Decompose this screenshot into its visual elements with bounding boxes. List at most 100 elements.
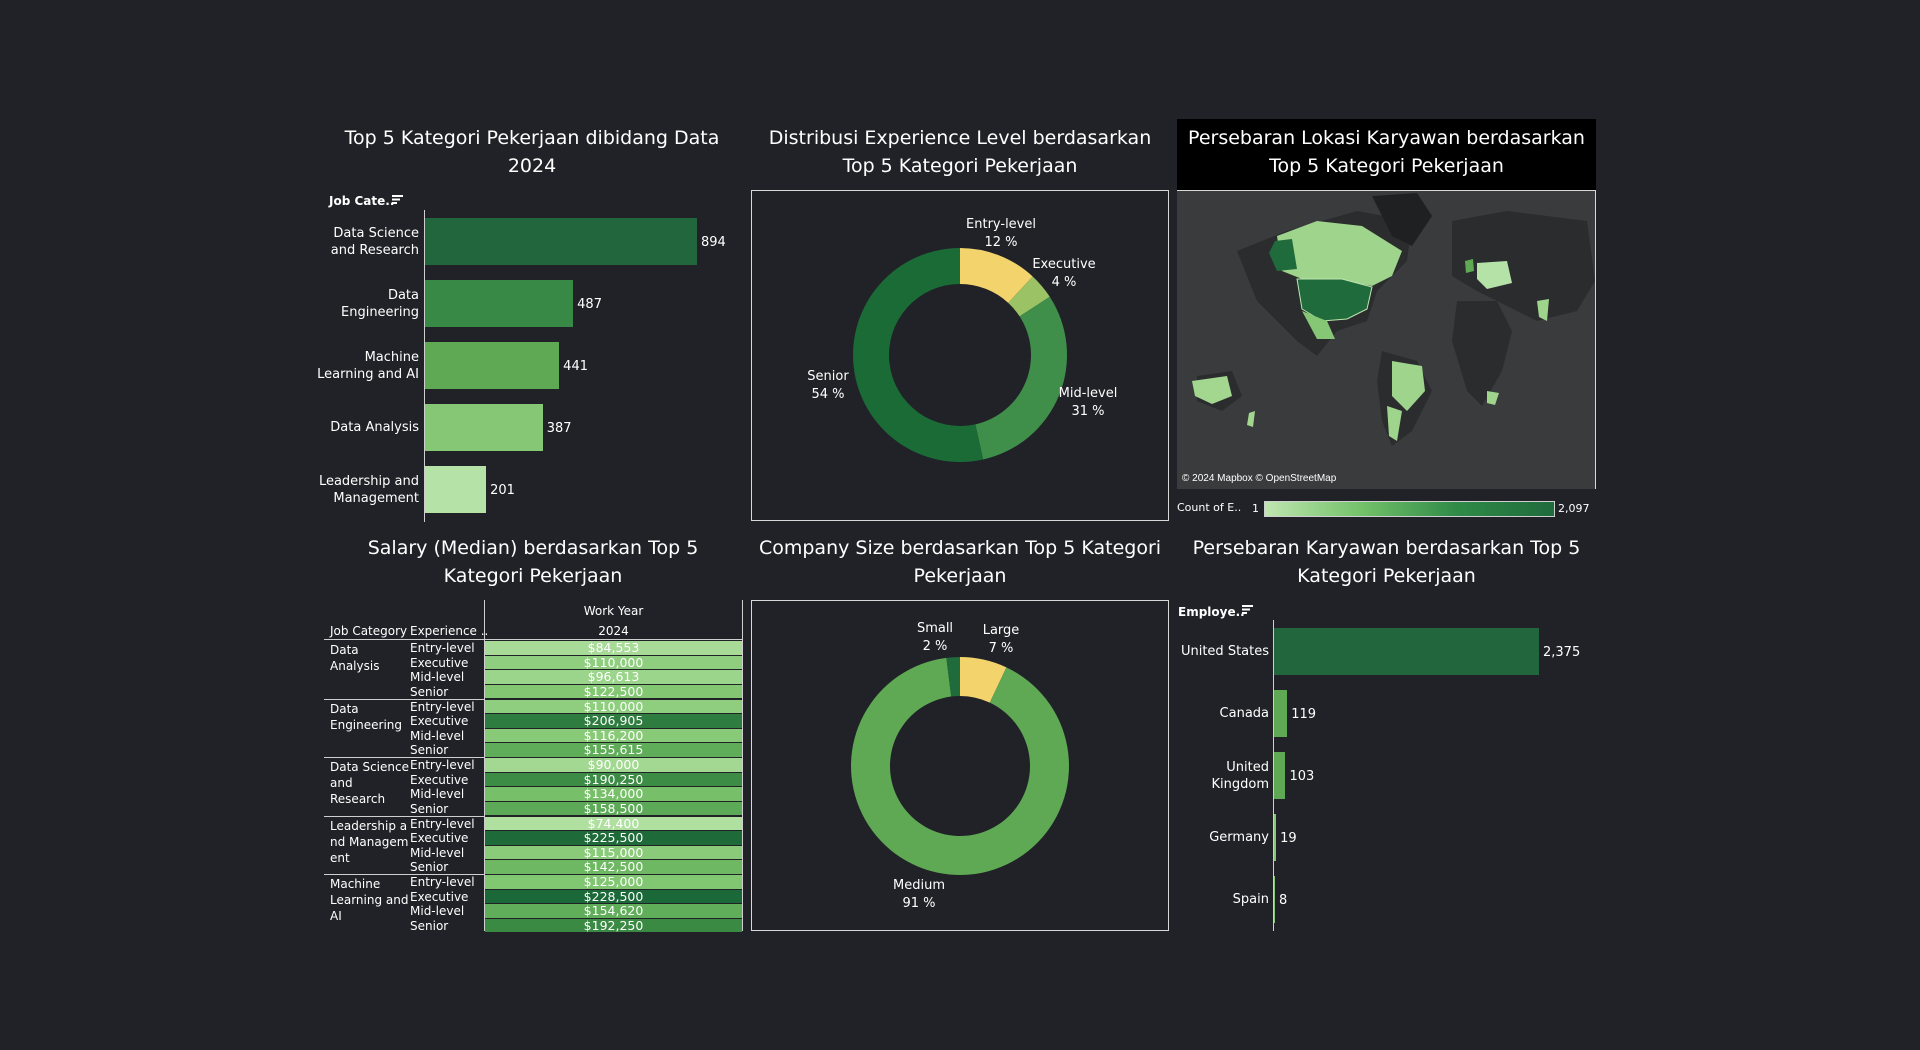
country-south-africa [1487, 391, 1499, 405]
category-label-line: Learning and AI [317, 366, 419, 382]
salary-cell[interactable]: $206,905 [485, 714, 742, 728]
salary-cell[interactable]: $125,000 [485, 875, 742, 889]
company-size-title: Company Size berdasarkan Top 5 Kategori … [758, 537, 1162, 587]
experience-cell: Senior [410, 860, 449, 874]
salary-cell[interactable]: $142,500 [485, 860, 742, 874]
salary-cell[interactable]: $134,000 [485, 787, 742, 801]
salary-cell[interactable]: $122,500 [485, 684, 742, 698]
experience-cell: Senior [410, 918, 449, 933]
world-map-svg [1192, 193, 1595, 446]
bar[interactable] [1274, 690, 1288, 737]
slice-label: Mid-level [1059, 386, 1118, 401]
category-label-line: Data Science [333, 225, 419, 241]
bar[interactable] [425, 218, 697, 265]
bar[interactable] [1274, 814, 1277, 861]
bar[interactable] [425, 280, 574, 327]
slice-pct-label: 91 % [902, 896, 935, 911]
salary-cell[interactable]: $115,000 [485, 845, 742, 859]
slice-pct-label: 12 % [984, 235, 1017, 250]
salary-cell[interactable]: $155,615 [485, 743, 742, 757]
bar[interactable] [1274, 628, 1539, 675]
category-label: Leadership and Management [306, 473, 419, 507]
experience-cell: Mid-level [410, 787, 465, 801]
category-label-line: Spain [1232, 892, 1269, 907]
salary-cell[interactable]: $90,000 [485, 758, 742, 772]
experience-cell: Senior [410, 801, 449, 816]
job-category-title: Top 5 Kategori Pekerjaan dibidang Data 2… [344, 127, 720, 177]
donut-slice-large[interactable] [960, 657, 1007, 703]
value-label: 119 [1291, 706, 1317, 722]
experience-cell: Executive [410, 655, 469, 670]
salary-col-divider [484, 600, 485, 931]
land-africa [1452, 301, 1512, 406]
donut-slice-executive[interactable] [1008, 276, 1050, 317]
job-category-line: Learning and [330, 893, 409, 907]
salary-header-rule [324, 639, 742, 640]
job-category-line: nd Managem [330, 834, 409, 849]
salary-cell[interactable]: $228,500 [485, 889, 742, 903]
country-argentina [1387, 406, 1402, 441]
donut-slice-small[interactable] [946, 657, 960, 697]
job-category-header[interactable]: Job Cate.. [329, 194, 395, 208]
salary-cell[interactable]: $190,250 [485, 772, 742, 786]
job-category-line: and [330, 776, 353, 790]
experience-cell: Senior [410, 743, 449, 757]
map-title: Persebaran Lokasi Karyawan berdasarkan T… [1188, 127, 1585, 177]
country-header[interactable]: Employe.. [1178, 605, 1245, 619]
salary-cell[interactable]: $158,500 [485, 801, 742, 815]
country-alaska [1269, 239, 1297, 271]
world-map[interactable]: © 2024 Mapbox © OpenStreetMap [1177, 191, 1595, 489]
bar[interactable] [425, 466, 487, 513]
category-label-line: United [1226, 759, 1269, 775]
country-canada [1277, 221, 1402, 286]
group-separator [324, 757, 485, 758]
bar[interactable] [1274, 876, 1275, 923]
salary-cell[interactable]: $74,400 [485, 816, 742, 830]
value-label: 894 [701, 234, 726, 250]
experience-cell: Mid-level [410, 845, 465, 860]
salary-cell[interactable]: $84,553 [485, 641, 742, 655]
value-label: 103 [1289, 768, 1315, 784]
value-label: 2,375 [1543, 644, 1581, 660]
salary-cell[interactable]: $110,000 [485, 655, 742, 669]
map-title-bg [1177, 119, 1596, 190]
category-label-line: Data [387, 287, 419, 303]
bar[interactable] [425, 342, 560, 389]
salary-cell[interactable]: $116,200 [485, 728, 742, 742]
donut-slice-mid-level[interactable] [975, 296, 1067, 460]
experience-cell: Mid-level [410, 904, 465, 918]
category-label: United Kingdom [1150, 759, 1270, 793]
salary-cell[interactable]: $192,250 [485, 918, 742, 932]
category-label-line: Leadership and [318, 473, 419, 489]
sort-icon[interactable] [1242, 605, 1253, 614]
category-label: Germany [1150, 829, 1269, 846]
experience-cell: Entry-level [410, 816, 475, 831]
salary-cell[interactable]: $225,500 [485, 831, 742, 845]
experience-cell: Mid-level [410, 728, 465, 743]
salary-header-experience[interactable]: Experience .. [410, 624, 489, 638]
donut-slice-medium[interactable] [851, 657, 1069, 875]
donut-slice-senior[interactable] [852, 248, 984, 462]
slice-pct-label: 4 % [1052, 275, 1077, 290]
salary-cell[interactable]: $96,613 [485, 670, 742, 684]
slice-pct-label: 54 % [811, 387, 844, 402]
bar[interactable] [425, 404, 543, 451]
land-eurasia [1452, 211, 1595, 321]
category-label-line: Management [333, 490, 419, 506]
map-legend-min: 1 [1252, 502, 1259, 515]
slice-pct-label: 7 % [989, 641, 1014, 656]
salary-cell[interactable]: $110,000 [485, 699, 742, 713]
country-europe [1477, 261, 1512, 289]
donut-slice-entry-level[interactable] [960, 248, 1033, 303]
slice-pct-label: 31 % [1071, 404, 1104, 419]
experience-cell: Mid-level [410, 670, 465, 684]
bar[interactable] [1274, 752, 1286, 799]
value-label: 387 [546, 420, 572, 436]
salary-cell[interactable]: $154,620 [485, 904, 742, 918]
salary-header-year: 2024 [598, 624, 629, 638]
category-label: United States [1150, 643, 1269, 660]
country-india [1537, 299, 1549, 321]
sort-icon[interactable] [392, 195, 403, 204]
salary-header-job-category[interactable]: Job Category [330, 624, 408, 638]
company-size-panel-frame [751, 600, 1169, 931]
